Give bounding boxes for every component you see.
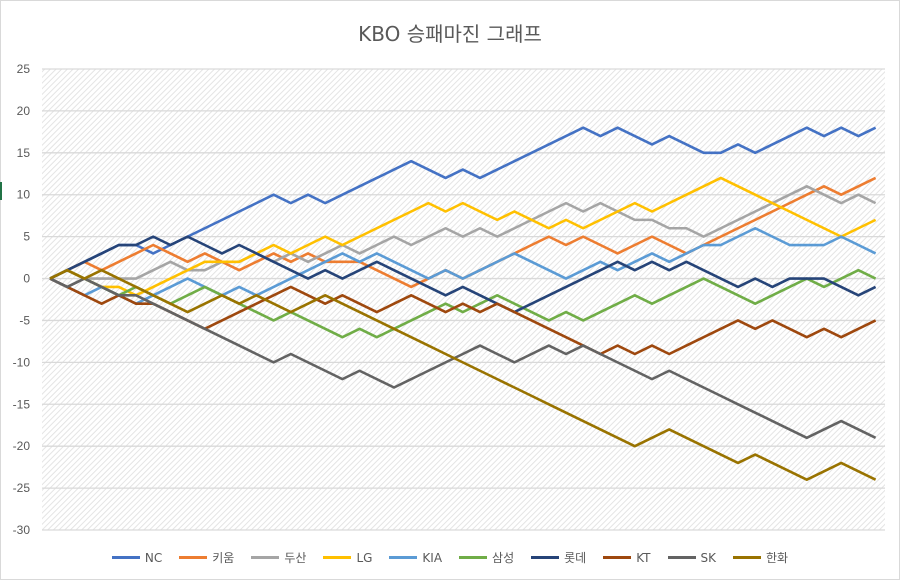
- y-tick-label: -30: [13, 523, 31, 537]
- legend-swatch: [667, 556, 696, 559]
- plot-area: [42, 69, 885, 530]
- legend-label: 두산: [284, 551, 307, 565]
- legend: NC 키움 두산 LG KIA 삼성 롯데 KT SK 한화: [0, 549, 900, 566]
- legend-item: KT: [603, 549, 651, 566]
- y-tick-label: 20: [17, 104, 31, 118]
- legend-swatch: [389, 556, 418, 559]
- chart-title: KBO 승패마진 그래프: [358, 22, 542, 46]
- y-tick-label: -10: [13, 355, 31, 369]
- legend-swatch: [531, 556, 560, 559]
- legend-swatch: [603, 556, 632, 559]
- y-tick-label: -25: [13, 481, 31, 495]
- y-tick-label: 15: [17, 146, 31, 160]
- y-tick-label: 25: [17, 62, 31, 76]
- y-tick-label: -15: [13, 397, 31, 411]
- legend-label: 삼성: [492, 551, 515, 565]
- y-tick-label: 5: [23, 230, 30, 244]
- y-tick-label: -20: [13, 439, 31, 453]
- legend-label: LG: [356, 550, 373, 565]
- legend-item: 키움: [179, 549, 234, 566]
- legend-swatch: [733, 556, 762, 559]
- legend-item: 한화: [733, 549, 788, 566]
- legend-item: NC: [111, 549, 163, 566]
- legend-item: KIA: [389, 549, 442, 566]
- edge-marker: [0, 182, 2, 200]
- legend-item: SK: [667, 549, 717, 566]
- legend-label: KT: [636, 550, 651, 565]
- legend-item: 두산: [251, 549, 306, 566]
- legend-item: 삼성: [459, 549, 514, 566]
- legend-item: 롯데: [531, 549, 586, 566]
- legend-label: 롯데: [564, 551, 587, 565]
- legend-swatch: [323, 556, 352, 559]
- legend-label: NC: [144, 550, 163, 565]
- legend-label: KIA: [422, 550, 443, 565]
- legend-swatch: [179, 556, 208, 559]
- legend-item: LG: [323, 549, 372, 566]
- legend-label: 키움: [212, 551, 235, 565]
- legend-swatch: [251, 556, 280, 559]
- legend-label: SK: [700, 550, 717, 565]
- legend-label: 한화: [766, 551, 789, 565]
- y-tick-label: -5: [19, 313, 30, 327]
- y-tick-label: 10: [17, 188, 31, 202]
- legend-swatch: [111, 556, 140, 559]
- y-tick-label: 0: [23, 272, 30, 286]
- legend-swatch: [459, 556, 488, 559]
